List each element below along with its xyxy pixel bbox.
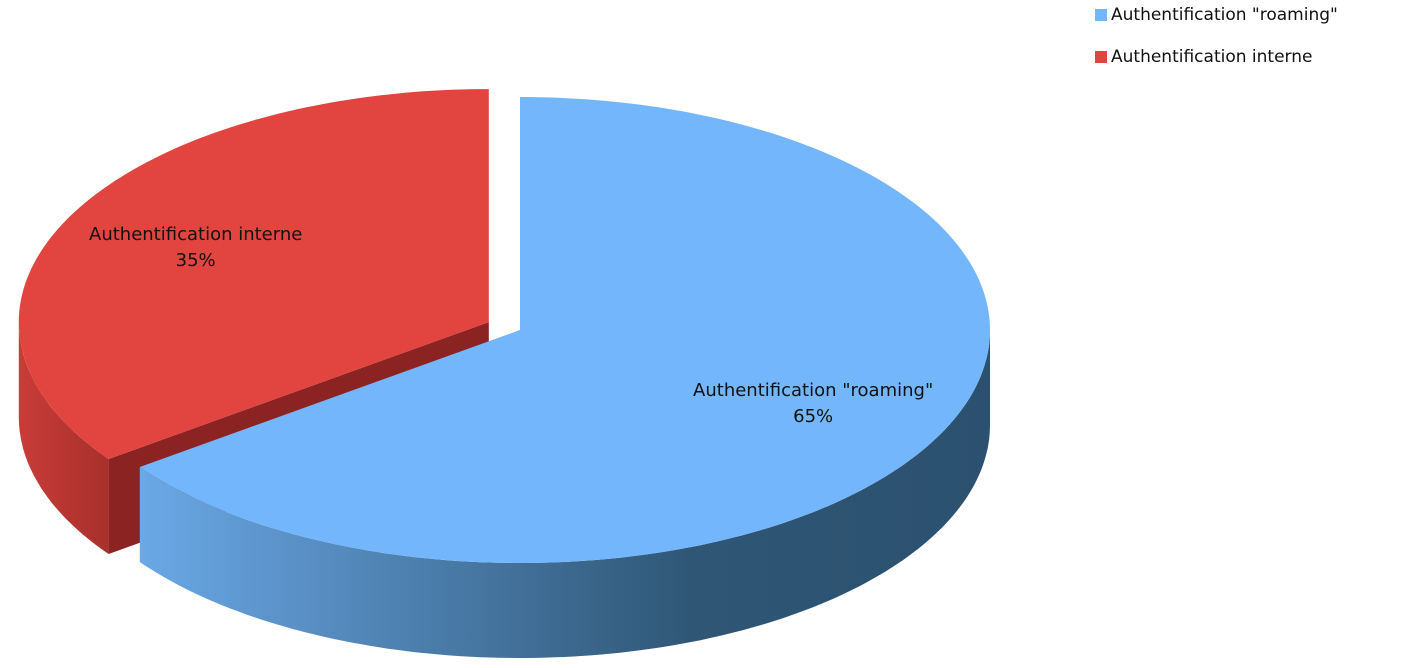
slice-value: 65%: [793, 406, 833, 427]
slice: [18, 89, 489, 459]
slice-wall: [18, 322, 109, 554]
slice-wall: [139, 330, 991, 658]
legend-swatch: [1095, 51, 1107, 63]
slice: [139, 97, 991, 563]
legend-label: Authentification "roaming": [1111, 5, 1338, 25]
slice-label: Authentification interne: [89, 224, 302, 245]
legend-label: Authentification interne: [1111, 47, 1312, 67]
legend-swatch: [1095, 9, 1107, 21]
slice-value: 35%: [176, 250, 216, 271]
slice-label: Authentification "roaming": [693, 380, 933, 401]
